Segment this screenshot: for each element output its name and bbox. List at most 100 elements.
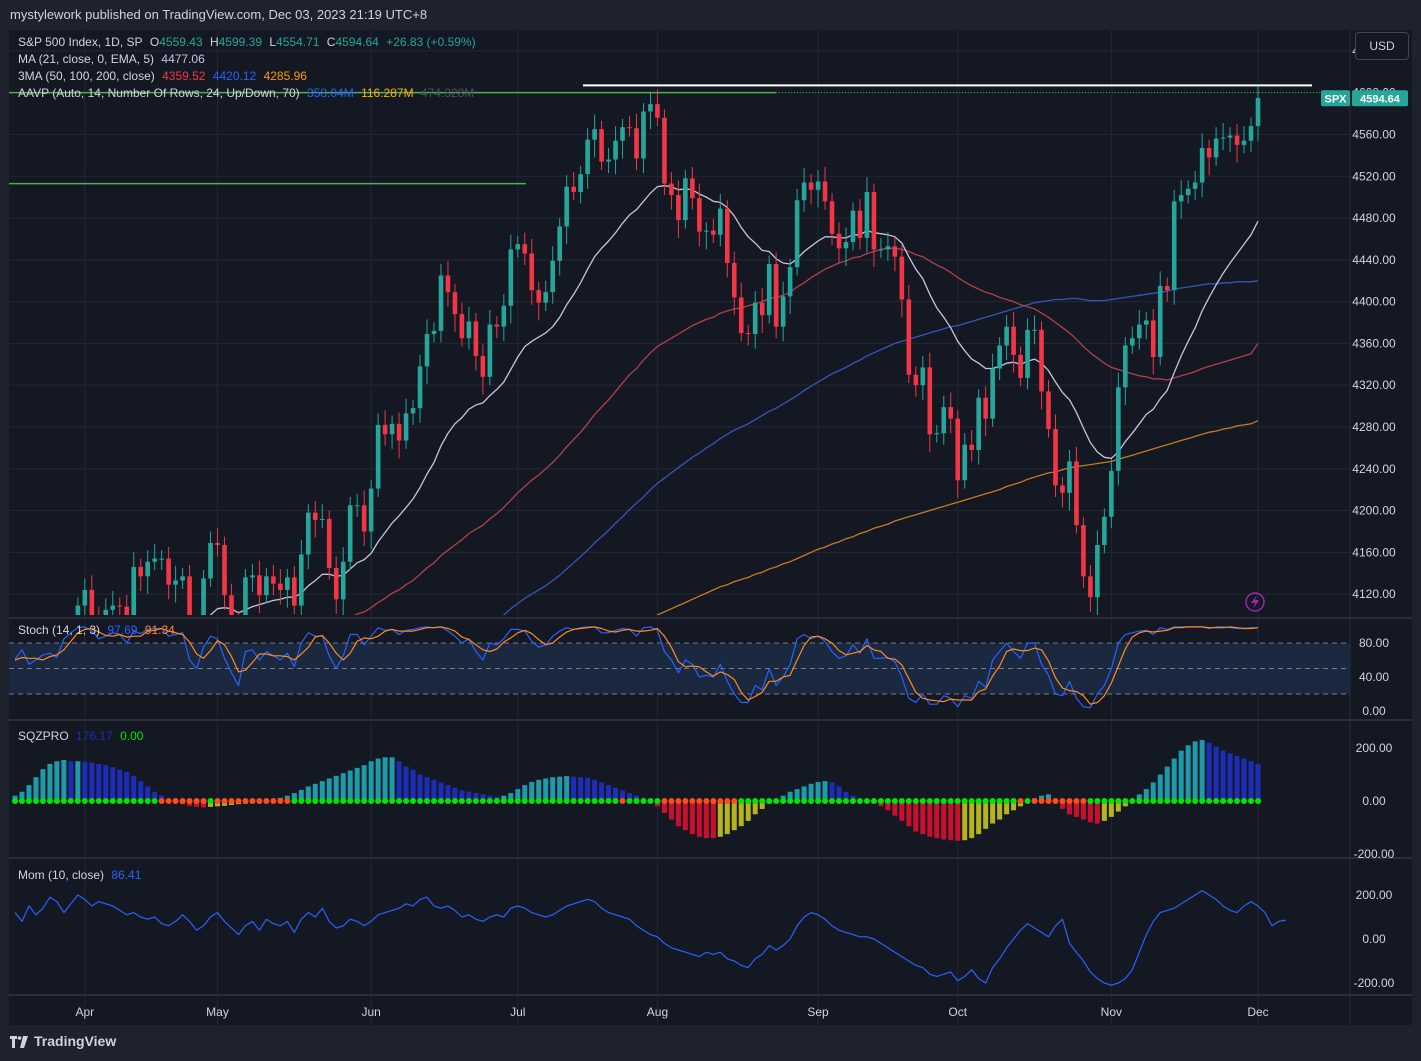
legend-ema[interactable]: MA (21, close, 0, EMA, 5) 4477.06 <box>18 52 209 66</box>
candle-2023-10-16 <box>1025 318 1030 390</box>
sqz-dot-2023-10-10 <box>996 798 1003 804</box>
sqz-bar-2023-11-15 <box>1178 750 1184 801</box>
sqz-dot-2023-10-02 <box>954 798 961 804</box>
candle-body <box>969 444 974 450</box>
candle-2023-09-29 <box>948 392 954 434</box>
sqz-bar-2023-10-06 <box>983 801 989 829</box>
candle-2023-07-25 <box>620 118 625 159</box>
candle-2023-09-11 <box>850 202 856 251</box>
sqz-bar-2023-08-28 <box>787 791 793 801</box>
candle-2023-09-28 <box>941 395 947 445</box>
last-price-tag: SPX 4594.64 <box>1321 90 1408 107</box>
sqz-dot-2023-08-14 <box>717 798 724 804</box>
candle-body <box>1143 320 1149 325</box>
high-value: 4599.39 <box>218 35 263 49</box>
candle-2023-10-19 <box>1046 379 1051 438</box>
candle-2023-09-06 <box>829 192 835 246</box>
candle-body <box>166 558 171 585</box>
sqz-bar-2023-07-07 <box>536 779 542 801</box>
sqz-bar-2023-09-27 <box>934 801 940 839</box>
sqz-bar-2023-11-20 <box>1199 740 1205 801</box>
candle-body <box>585 139 590 175</box>
price-axis: 4120.00 4160.00 4200.00 4240.00 4280.00 4320.… <box>1352 44 1396 601</box>
sqz-bar-2023-07-06 <box>529 781 535 801</box>
sqz-dot-2023-06-15 <box>437 798 444 804</box>
candle-2023-05-17 <box>299 539 304 615</box>
candle-2023-06-21 <box>459 302 465 347</box>
candle-2023-05-26 <box>347 496 353 571</box>
candle-body <box>1255 97 1261 127</box>
sqz-dot-2023-08-15 <box>724 798 731 804</box>
sqz-dot-2023-09-25 <box>919 798 926 804</box>
sqz-bar-2023-07-25 <box>620 790 626 801</box>
sqz-dot-2023-05-03 <box>228 798 235 804</box>
sqz-dot-2023-05-17 <box>298 798 305 804</box>
sqz-dot-2023-07-26 <box>626 798 633 804</box>
candle-body <box>829 201 835 234</box>
candle-body <box>669 183 674 196</box>
legend-aavp[interactable]: AAVP (Auto, 14, Number Of Rows, 24, Up/D… <box>18 86 478 100</box>
price-tick-4520: 4520.00 <box>1352 169 1396 183</box>
tradingview-brand[interactable]: TradingView <box>10 1033 116 1049</box>
sqz-bar-2023-06-15 <box>438 782 444 801</box>
candle-body <box>187 576 192 615</box>
sqz-dot-2023-04-10 <box>109 798 116 804</box>
candle-body <box>1095 545 1100 598</box>
sqz-dot-2023-03-21 <box>18 798 25 804</box>
sqz-bar-2023-09-29 <box>948 801 954 841</box>
candle-body <box>347 505 353 562</box>
candle-body <box>606 159 611 162</box>
candle-2023-11-02 <box>1116 372 1121 486</box>
currency-button[interactable]: USD <box>1355 32 1409 60</box>
sqz-bar-2023-07-05 <box>522 785 528 801</box>
candle-body <box>564 186 569 227</box>
sqz-dot-2023-04-04 <box>88 798 95 804</box>
ma50-value: 4359.52 <box>162 69 206 83</box>
candle-body <box>487 324 493 377</box>
sqz-dot-2023-06-29 <box>500 798 507 804</box>
sqz-dot-2023-11-13 <box>1164 798 1171 804</box>
squeeze-pane: -200.00 0.00 200.00 <box>12 740 1395 861</box>
sqz-bar-2023-03-22 <box>26 785 32 801</box>
candle-2023-10-30 <box>1095 530 1100 615</box>
candle-2023-06-05 <box>382 410 388 446</box>
sqz-bar-2023-10-12 <box>1011 801 1017 811</box>
sqz-dot-2023-09-20 <box>898 798 905 804</box>
candle-body <box>962 444 968 481</box>
sqz-dot-2023-07-11 <box>549 798 556 804</box>
tradingview-logo-icon <box>10 1036 28 1049</box>
legend-main[interactable]: S&P 500 Index, 1D, SP O4559.43 H4599.39 … <box>18 35 480 49</box>
legend-mom[interactable]: Mom (10, close) 86.41 <box>18 868 145 882</box>
sqz-dot-2023-10-30 <box>1094 798 1101 804</box>
sqz-dot-2023-04-25 <box>186 798 193 804</box>
candle-body <box>382 424 388 435</box>
sqz-bar-2023-11-21 <box>1206 742 1212 801</box>
candle-2023-04-27 <box>201 570 206 615</box>
chart-frame[interactable] <box>9 30 1412 1025</box>
sqz-bar-2023-08-16 <box>731 801 737 831</box>
mom-name: Mom (10, close) <box>18 868 105 882</box>
sqz-dot-2023-03-30 <box>67 798 74 804</box>
legend-stoch[interactable]: Stoch (14, 1, 3) 97.69 91.34 <box>18 623 179 637</box>
candle-body <box>1150 320 1156 357</box>
price-tick-4320: 4320.00 <box>1352 378 1396 392</box>
sqz-dot-2023-07-18 <box>584 798 591 804</box>
sqz-dot-2023-12-01 <box>1255 798 1261 804</box>
sqz-dot-2023-07-24 <box>612 798 619 804</box>
sqz-dot-2023-07-20 <box>598 798 605 804</box>
sqz-dot-2023-11-17 <box>1192 798 1199 804</box>
candle-2023-08-22 <box>759 288 765 333</box>
candle-body <box>613 140 618 160</box>
legend-3ma[interactable]: 3MA (50, 100, 200, close) 4359.52 4420.1… <box>18 69 311 83</box>
sqz-bar-2023-09-05 <box>822 781 828 801</box>
sqz-dot-2023-11-08 <box>1143 798 1150 804</box>
legend-sqz[interactable]: SQZPRO 176.17 0.00 <box>18 729 147 743</box>
sqz-bar-2023-03-30 <box>68 761 74 801</box>
candle-body <box>1123 345 1128 388</box>
candle-body <box>515 244 521 250</box>
candle-body <box>1081 525 1086 577</box>
sqz-dot-2023-07-13 <box>563 798 570 804</box>
candle-body <box>501 305 507 327</box>
sqz-dot-2023-06-12 <box>417 798 424 804</box>
